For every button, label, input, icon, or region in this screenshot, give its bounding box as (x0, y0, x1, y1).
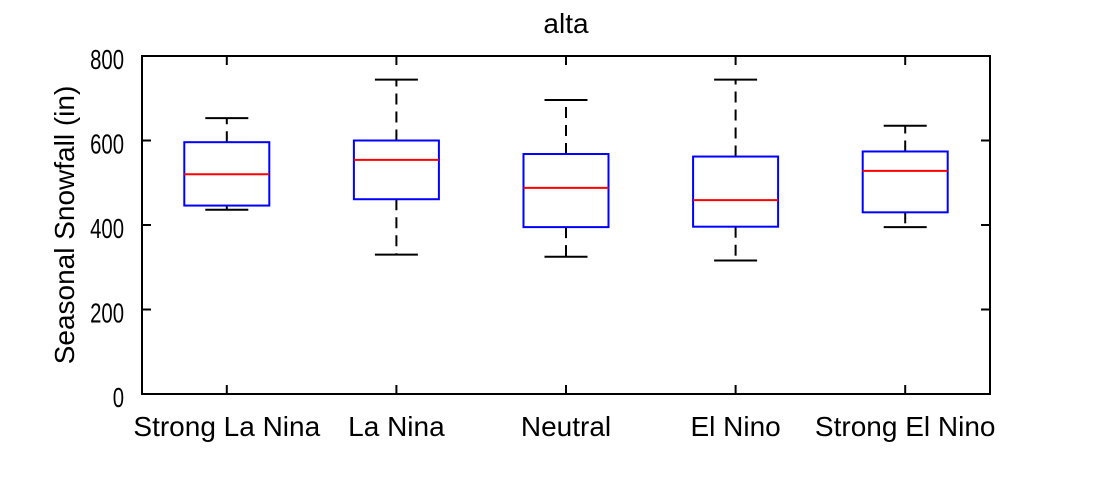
y-tick-label: 600 (90, 129, 124, 160)
plot-layer: 0 200 400 600 800 Strong La Nina La Nina Neutra… (90, 44, 995, 442)
iqr-box (352, 139, 440, 201)
iqr-box (522, 153, 610, 229)
y-tick-label: 800 (90, 44, 124, 75)
x-category-label: La Nina (348, 411, 445, 442)
y-tick-label: 400 (90, 213, 124, 244)
y-tick-label: 0 (113, 382, 124, 413)
iqr-box (861, 150, 949, 214)
x-category-label: Strong La Nina (133, 411, 320, 442)
x-category-label: Strong El Nino (815, 411, 996, 442)
chart-title: alta (543, 8, 589, 39)
x-category-label: Neutral (521, 411, 611, 442)
y-tick-label: 200 (90, 298, 124, 329)
axes-frame (141, 55, 991, 395)
y-axis-label: Seasonal Snowfall (in) (49, 86, 80, 365)
iqr-box (692, 155, 780, 228)
x-category-label: El Nino (690, 411, 780, 442)
